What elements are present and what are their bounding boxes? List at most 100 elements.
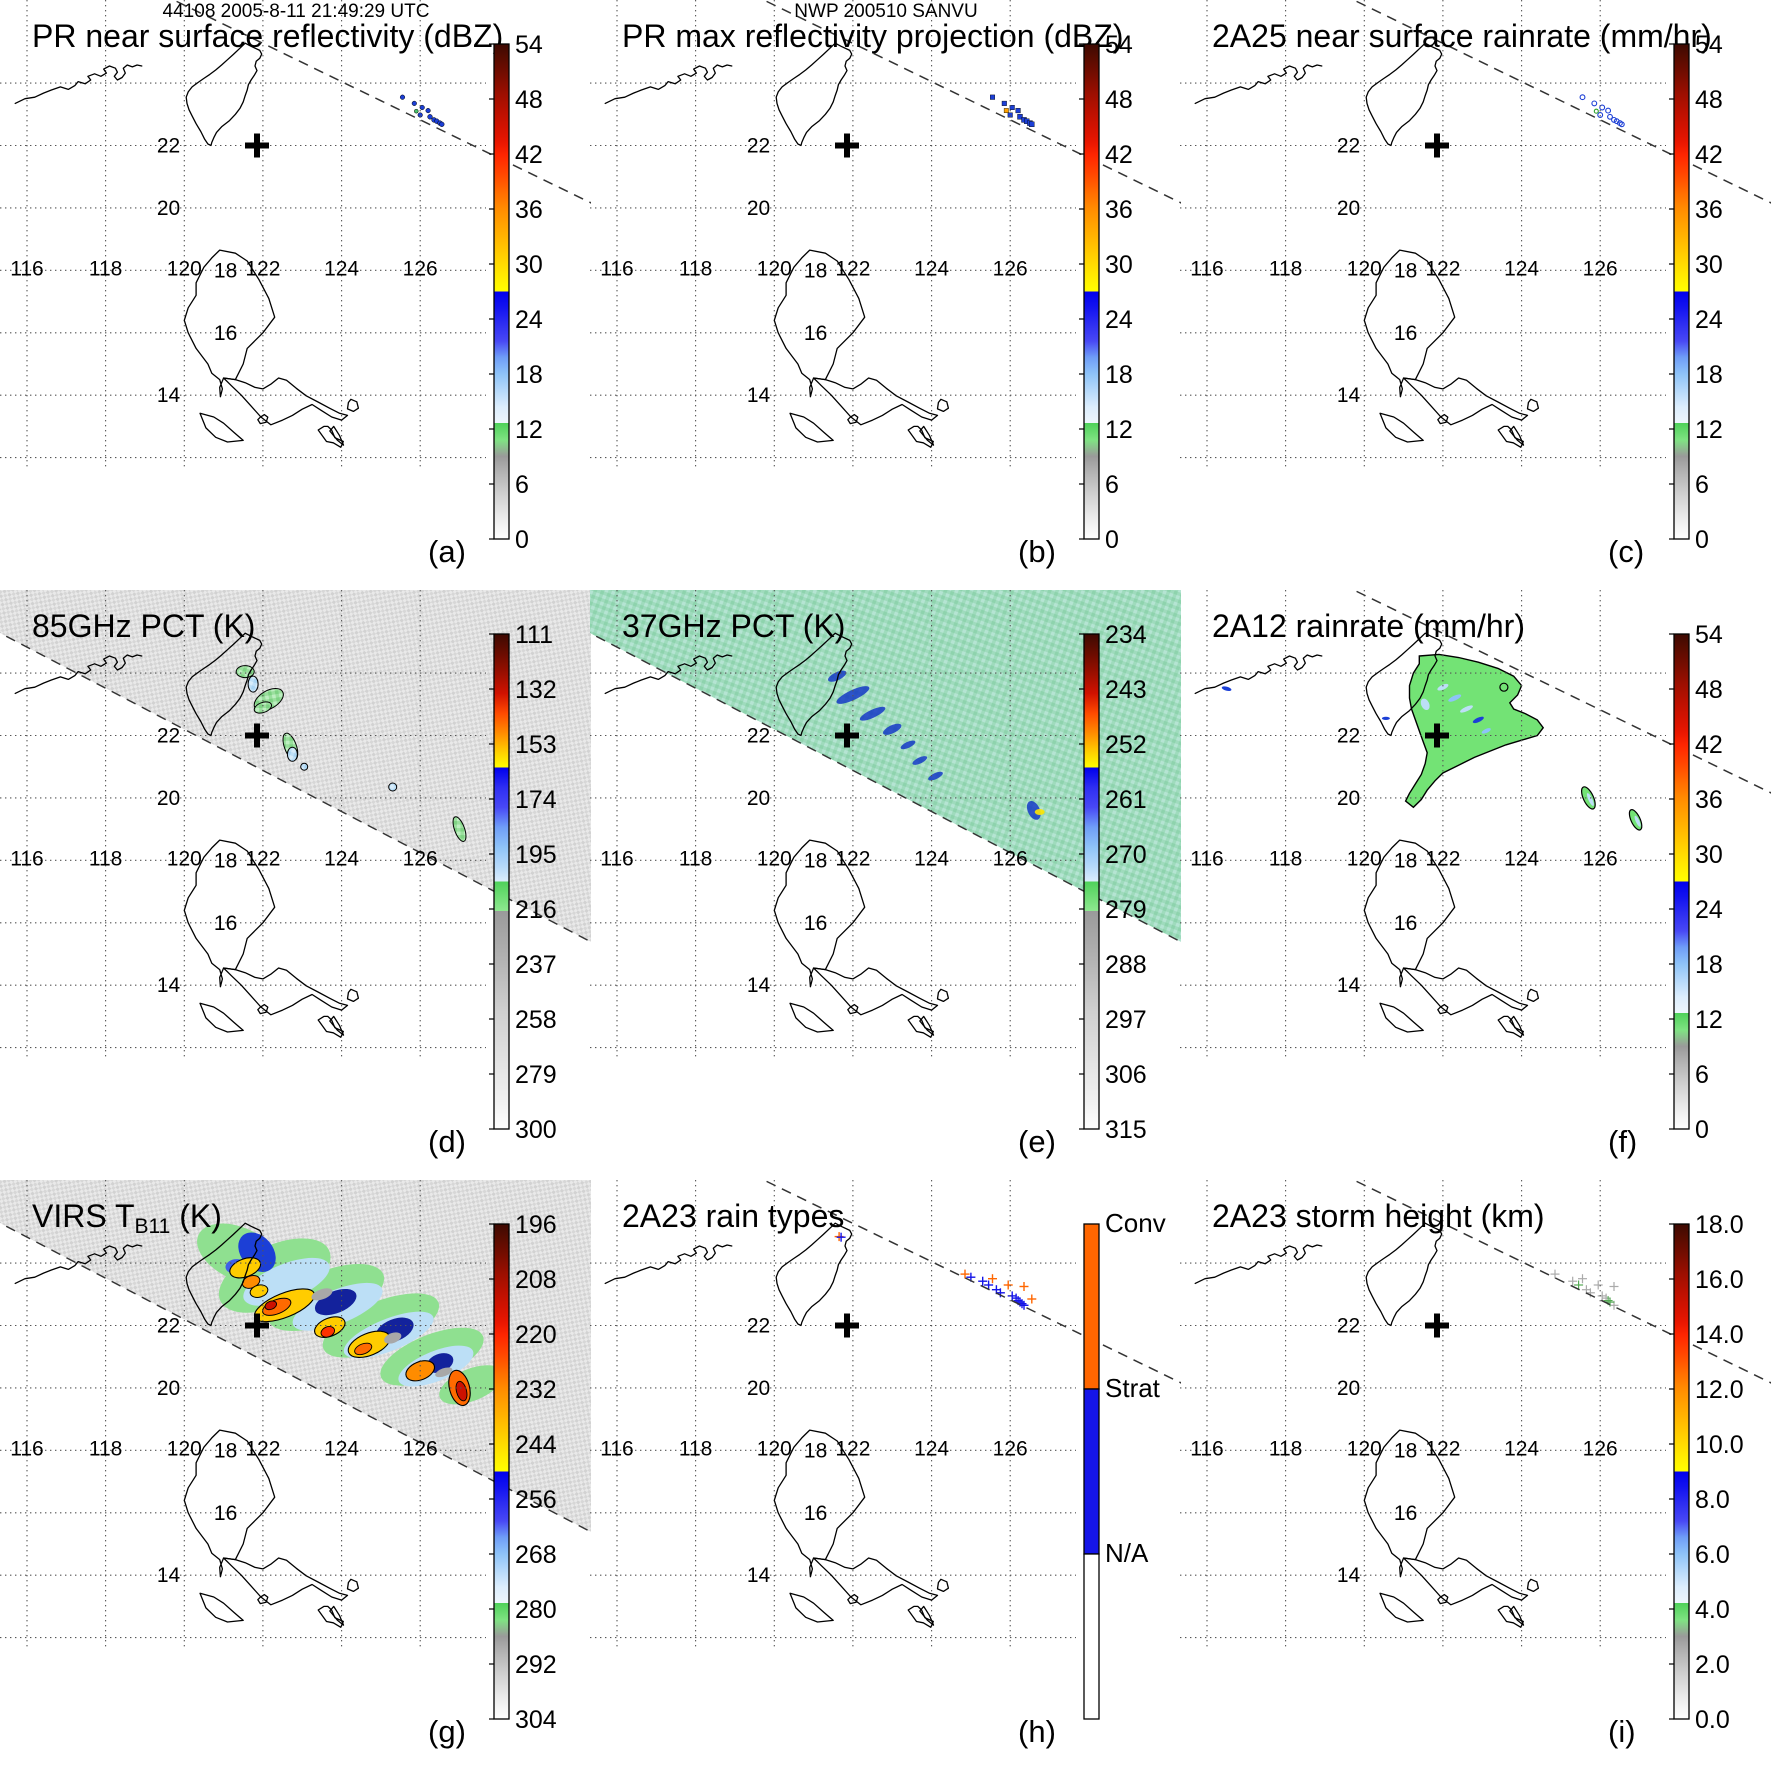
svg-text:14: 14	[747, 1564, 771, 1587]
svg-text:16: 16	[1394, 912, 1417, 935]
svg-text:2.0: 2.0	[1695, 1651, 1730, 1679]
svg-text:120: 120	[167, 1437, 202, 1460]
svg-text:195: 195	[515, 841, 557, 869]
svg-text:118: 118	[1269, 257, 1302, 280]
svg-text:174: 174	[515, 786, 557, 814]
svg-text:220: 220	[515, 1321, 557, 1349]
svg-text:216: 216	[515, 896, 557, 924]
svg-text:16: 16	[804, 912, 827, 935]
svg-text:116: 116	[10, 847, 43, 870]
svg-text:304: 304	[515, 1706, 557, 1734]
svg-text:126: 126	[403, 847, 438, 870]
svg-text:122: 122	[835, 1437, 870, 1460]
svg-text:Conv: Conv	[1105, 1208, 1166, 1238]
svg-text:122: 122	[835, 847, 870, 870]
svg-text:8.0: 8.0	[1695, 1486, 1730, 1514]
svg-text:124: 124	[1504, 257, 1539, 280]
svg-text:(a): (a)	[428, 534, 466, 569]
svg-text:85GHz PCT (K): 85GHz PCT (K)	[32, 608, 255, 644]
svg-text:12: 12	[1695, 1006, 1723, 1034]
svg-text:0: 0	[1695, 1116, 1709, 1144]
svg-text:22: 22	[747, 1315, 770, 1338]
svg-text:22: 22	[1337, 725, 1360, 748]
svg-text:42: 42	[1695, 731, 1723, 759]
svg-text:22: 22	[747, 725, 770, 748]
svg-text:116: 116	[10, 1437, 43, 1460]
svg-text:116: 116	[600, 1437, 633, 1460]
svg-text:(g): (g)	[428, 1714, 466, 1749]
svg-text:0.0: 0.0	[1695, 1706, 1730, 1734]
svg-text:153: 153	[515, 731, 557, 759]
svg-text:256: 256	[515, 1486, 557, 1514]
svg-text:124: 124	[914, 257, 949, 280]
svg-text:118: 118	[89, 257, 122, 280]
svg-text:(b): (b)	[1018, 534, 1056, 569]
svg-text:116: 116	[10, 257, 43, 280]
svg-text:48: 48	[1695, 86, 1723, 114]
svg-text:124: 124	[914, 847, 949, 870]
svg-text:297: 297	[1105, 1006, 1147, 1034]
svg-text:6: 6	[515, 471, 529, 499]
svg-text:14: 14	[747, 384, 771, 407]
svg-text:232: 232	[515, 1376, 557, 1404]
svg-text:20: 20	[747, 197, 770, 220]
svg-text:124: 124	[914, 1437, 949, 1460]
svg-text:22: 22	[157, 725, 180, 748]
svg-text:120: 120	[1347, 257, 1382, 280]
svg-text:196: 196	[515, 1211, 557, 1239]
svg-text:16: 16	[804, 322, 827, 345]
svg-text:30: 30	[1695, 841, 1723, 869]
svg-text:116: 116	[600, 847, 633, 870]
svg-text:116: 116	[1190, 257, 1223, 280]
svg-text:2A25 near surface rainrate (mm: 2A25 near surface rainrate (mm/hr)	[1212, 18, 1712, 54]
svg-text:6.0: 6.0	[1695, 1541, 1730, 1569]
svg-text:N/A: N/A	[1105, 1538, 1149, 1568]
svg-text:252: 252	[1105, 731, 1147, 759]
svg-text:18: 18	[214, 849, 237, 872]
svg-text:PR max reflectivity projection: PR max reflectivity projection (dBZ)	[622, 18, 1123, 54]
svg-text:126: 126	[993, 257, 1028, 280]
svg-text:16: 16	[214, 322, 237, 345]
svg-text:20: 20	[1337, 1377, 1360, 1400]
svg-text:30: 30	[1695, 251, 1723, 279]
svg-text:6: 6	[1695, 1061, 1709, 1089]
svg-text:18: 18	[1695, 951, 1723, 979]
svg-text:22: 22	[157, 1315, 180, 1338]
svg-text:24: 24	[515, 306, 543, 334]
svg-text:42: 42	[1105, 141, 1133, 169]
svg-text:14: 14	[747, 974, 771, 997]
svg-text:18: 18	[1394, 1439, 1417, 1462]
svg-text:118: 118	[89, 847, 122, 870]
svg-text:18: 18	[214, 259, 237, 282]
svg-text:48: 48	[515, 86, 543, 114]
svg-text:24: 24	[1105, 306, 1133, 334]
svg-text:122: 122	[1425, 1437, 1460, 1460]
svg-text:126: 126	[993, 1437, 1028, 1460]
svg-text:24: 24	[1695, 896, 1723, 924]
svg-text:14: 14	[157, 1564, 181, 1587]
svg-text:118: 118	[679, 1437, 712, 1460]
svg-text:(c): (c)	[1608, 534, 1644, 569]
svg-text:116: 116	[1190, 847, 1223, 870]
svg-text:22: 22	[747, 135, 770, 158]
svg-text:124: 124	[324, 1437, 359, 1460]
svg-text:22: 22	[157, 135, 180, 158]
svg-text:124: 124	[324, 257, 359, 280]
svg-text:292: 292	[515, 1651, 557, 1679]
svg-text:10.0: 10.0	[1695, 1431, 1744, 1459]
svg-text:279: 279	[1105, 896, 1147, 924]
svg-text:18: 18	[214, 1439, 237, 1462]
svg-text:16.0: 16.0	[1695, 1266, 1744, 1294]
svg-text:6: 6	[1695, 471, 1709, 499]
svg-text:126: 126	[1583, 847, 1618, 870]
svg-text:261: 261	[1105, 786, 1147, 814]
svg-text:16: 16	[214, 1502, 237, 1525]
svg-text:122: 122	[835, 257, 870, 280]
svg-text:(e): (e)	[1018, 1124, 1056, 1159]
svg-text:(i): (i)	[1608, 1714, 1636, 1749]
svg-text:18: 18	[1394, 259, 1417, 282]
svg-text:2A23 storm height (km): 2A23 storm height (km)	[1212, 1198, 1545, 1234]
svg-text:120: 120	[757, 1437, 792, 1460]
svg-text:2A23 rain types: 2A23 rain types	[622, 1198, 844, 1234]
svg-text:18: 18	[1105, 361, 1133, 389]
